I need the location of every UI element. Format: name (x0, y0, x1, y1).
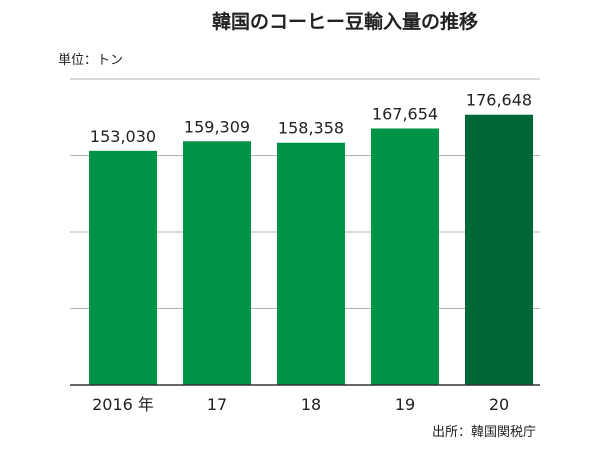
bar (277, 142, 345, 385)
x-tick-label: 17 (207, 395, 227, 414)
bar (465, 114, 533, 385)
source-label: 出所：韓国関税庁 (432, 425, 536, 440)
x-tick-label: 2016 年 (92, 395, 154, 414)
bar (183, 141, 251, 385)
value-labels: 153,030 159,309 158,358 167,654 176,648 (90, 91, 532, 146)
bar (371, 128, 439, 385)
value-label: 176,648 (466, 91, 532, 110)
value-label: 159,309 (184, 117, 250, 136)
bars (89, 114, 533, 385)
unit-label: 単位：トン (58, 52, 123, 68)
value-label: 167,654 (372, 104, 438, 123)
bar (89, 150, 157, 385)
chart-title: 韓国のコーヒー豆輸入量の推移 (212, 10, 478, 33)
value-label: 153,030 (90, 127, 156, 146)
x-tick-label: 20 (489, 395, 509, 414)
value-label: 158,358 (278, 119, 344, 138)
x-tick-label: 18 (301, 395, 321, 414)
x-tick-label: 19 (395, 395, 415, 414)
x-tick-labels: 2016 年 17 18 19 20 (92, 395, 509, 414)
